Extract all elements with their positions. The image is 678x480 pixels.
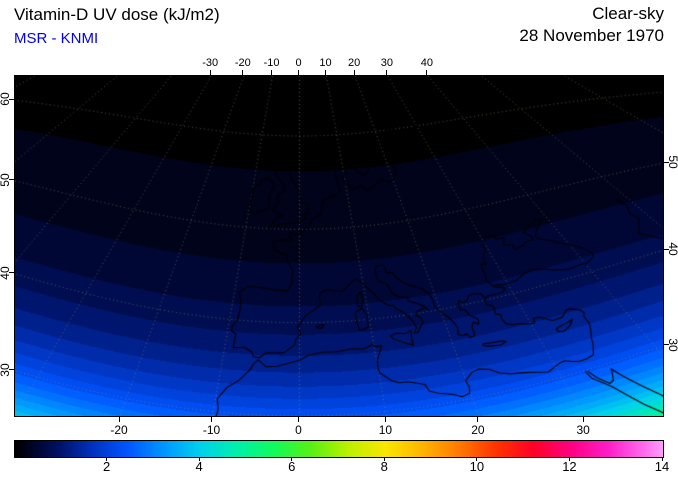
- right-tick-label: 30: [666, 338, 678, 352]
- uv-dose-map-canvas: [15, 76, 663, 416]
- left-tick-label: 60: [0, 92, 12, 106]
- colorbar-canvas: [15, 441, 663, 457]
- bottom-tick-label: -10: [202, 423, 221, 437]
- top-tick-label: 10: [319, 57, 332, 69]
- colorbar-tick: [106, 458, 108, 461]
- bottom-tick-label: 30: [576, 423, 590, 437]
- top-tick: [298, 70, 299, 75]
- top-tick-label: 40: [420, 57, 433, 69]
- top-tick: [209, 70, 211, 75]
- colorbar-tick-label: 8: [380, 459, 388, 474]
- colorbar-tick-label: 4: [195, 459, 203, 474]
- date-label: 28 November 1970: [519, 26, 664, 45]
- top-tick: [324, 70, 326, 75]
- top-tick: [271, 70, 273, 75]
- right-tick-label: 50: [666, 155, 678, 169]
- top-tick-label: -20: [234, 57, 251, 69]
- left-tick: [9, 98, 14, 100]
- data-source-label: MSR - KNMI: [14, 30, 99, 47]
- top-tick: [426, 70, 428, 75]
- top-tick-label: -10: [263, 57, 280, 69]
- bottom-tick-label: 20: [471, 423, 485, 437]
- left-tick: [9, 272, 14, 274]
- bottom-tick-label: 10: [378, 423, 393, 437]
- sky-condition-label: Clear-sky: [592, 4, 664, 23]
- right-tick: [664, 344, 669, 346]
- colorbar-tick: [291, 458, 293, 461]
- top-tick-label: 20: [348, 57, 361, 69]
- left-tick-label: 50: [0, 173, 12, 187]
- left-tick-label: 40: [0, 266, 12, 280]
- bottom-tick: [384, 417, 386, 422]
- left-tick: [9, 369, 14, 371]
- colorbar-tick: [568, 458, 570, 461]
- colorbar-tick: [383, 458, 385, 461]
- colorbar-tick-label: 2: [102, 459, 111, 474]
- top-tick-label: 0: [295, 57, 302, 69]
- bottom-tick-label: 0: [295, 423, 302, 437]
- bottom-tick: [477, 417, 479, 422]
- right-tick: [664, 248, 669, 250]
- page-title: Vitamin-D UV dose (kJ/m2): [14, 5, 220, 24]
- top-tick: [386, 70, 388, 75]
- top-tick: [353, 70, 355, 75]
- right-tick: [664, 161, 669, 163]
- bottom-tick-label: -20: [110, 423, 128, 437]
- colorbar-tick-label: 6: [288, 459, 296, 474]
- bottom-tick: [298, 417, 299, 422]
- colorbar-tick-label: 12: [562, 459, 577, 474]
- top-tick-label: -30: [202, 57, 219, 69]
- right-tick-label: 40: [666, 242, 678, 256]
- colorbar-tick-label: 10: [469, 459, 485, 474]
- bottom-tick: [211, 417, 213, 422]
- bottom-tick: [582, 417, 584, 422]
- top-tick: [242, 70, 244, 75]
- top-tick-label: 30: [380, 57, 393, 69]
- colorbar-tick-label: 14: [654, 459, 670, 474]
- map-frame: [14, 75, 664, 417]
- colorbar-frame: [14, 440, 664, 458]
- left-tick-label: 30: [0, 363, 12, 377]
- colorbar-tick: [198, 458, 200, 461]
- colorbar-tick: [661, 458, 663, 461]
- colorbar-tick: [476, 458, 478, 461]
- bottom-tick: [118, 417, 120, 422]
- left-tick: [9, 179, 14, 181]
